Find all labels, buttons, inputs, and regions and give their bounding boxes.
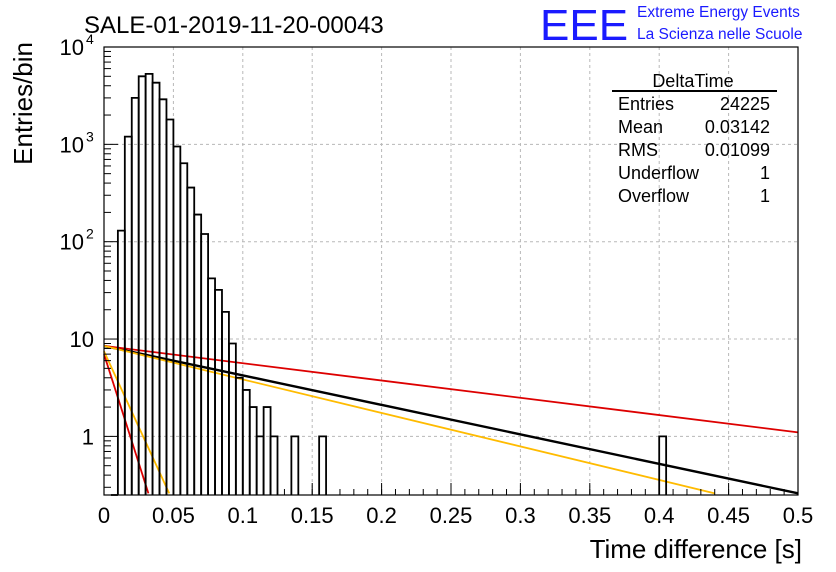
stats-row-value: 1	[760, 186, 770, 206]
x-tick-label: 0.3	[505, 503, 536, 528]
x-tick-label: 0.4	[644, 503, 675, 528]
histogram-bin	[193, 213, 203, 495]
fit-lines	[103, 344, 799, 495]
histogram-bin	[137, 75, 147, 495]
stats-row-label: RMS	[618, 140, 658, 160]
y-tick-label: 10	[60, 35, 84, 60]
y-tick-label: 1	[82, 424, 94, 449]
fit-line	[103, 344, 799, 495]
eee-logo-line2: La Scienza nelle Scuole	[637, 26, 802, 43]
histogram-bin	[179, 162, 189, 495]
fit-line	[103, 350, 171, 494]
histogram-bin	[207, 277, 216, 495]
plot-frame	[103, 46, 799, 496]
stats-row-value: 24225	[720, 94, 770, 114]
y-tick-exponent: 4	[86, 31, 94, 47]
x-tick-label: 0.2	[366, 503, 397, 528]
fit-line	[103, 345, 715, 495]
histogram-bin	[158, 98, 168, 495]
stats-row-label: Mean	[618, 117, 663, 137]
eee-logo: EEE Extreme Energy Events La Scienza nel…	[540, 1, 802, 50]
x-tick-label: 0.05	[152, 503, 195, 528]
histogram-bin	[228, 342, 237, 495]
fit-line	[103, 345, 799, 434]
histogram-bin	[123, 135, 133, 495]
stats-row-value: 0.03142	[705, 117, 770, 137]
y-tick-exponent: 3	[86, 128, 94, 144]
histogram-bin	[186, 186, 196, 495]
x-tick-label: 0.45	[707, 503, 750, 528]
x-tick-label: 0	[98, 503, 110, 528]
histogram-bin	[290, 435, 300, 495]
x-tick-label: 0.35	[568, 503, 611, 528]
y-tick-label: 10	[60, 230, 84, 255]
stats-row-label: Overflow	[618, 186, 690, 206]
y-tick-exponent: 2	[86, 226, 94, 242]
y-axis-label: Entries/bin	[8, 42, 38, 165]
histogram-bin	[262, 406, 272, 495]
x-tick-label: 0.25	[430, 503, 473, 528]
stats-row-value: 1	[760, 163, 770, 183]
y-tick-label: 10	[70, 327, 94, 352]
run-title: SALE-01-2019-11-20-00043	[84, 12, 384, 39]
fit-line	[103, 353, 150, 494]
stats-row-label: Underflow	[618, 163, 700, 183]
x-tick-label: 0.5	[783, 503, 814, 528]
histogram-bin	[241, 389, 251, 495]
x-axis-label: Time difference [s]	[590, 534, 802, 564]
histogram-bin	[200, 233, 209, 495]
histogram-bin	[658, 435, 668, 495]
histogram-bin	[255, 435, 265, 495]
axes: 0 0.05 0.1 0.15 0.2 0.25 0.3 0.35 0.4 0.45 0.5 1 10 1…	[60, 31, 814, 528]
stats-title: DeltaTime	[652, 71, 733, 91]
histogram-bars	[110, 72, 668, 496]
histogram-bin	[269, 435, 279, 495]
x-tick-label: 0.1	[228, 503, 259, 528]
histogram-bin	[214, 288, 223, 495]
histogram-bin	[165, 118, 175, 495]
histogram-bin	[144, 72, 154, 495]
histogram-bin	[130, 97, 140, 495]
histogram-bin	[318, 435, 327, 495]
eee-logo-text: EEE	[540, 1, 628, 50]
stats-row-label: Entries	[618, 94, 674, 114]
y-tick-label: 10	[60, 132, 84, 157]
stats-row-value: 0.01099	[705, 140, 770, 160]
eee-logo-line1: Extreme Energy Events	[637, 4, 800, 21]
histogram-bin	[116, 229, 126, 495]
x-tick-label: 0.15	[291, 503, 334, 528]
stats-box: DeltaTime Entries 24225 Mean 0.03142 RMS 0.01…	[612, 71, 777, 206]
histogram-bin	[172, 145, 182, 495]
histogram-bin	[248, 406, 258, 495]
